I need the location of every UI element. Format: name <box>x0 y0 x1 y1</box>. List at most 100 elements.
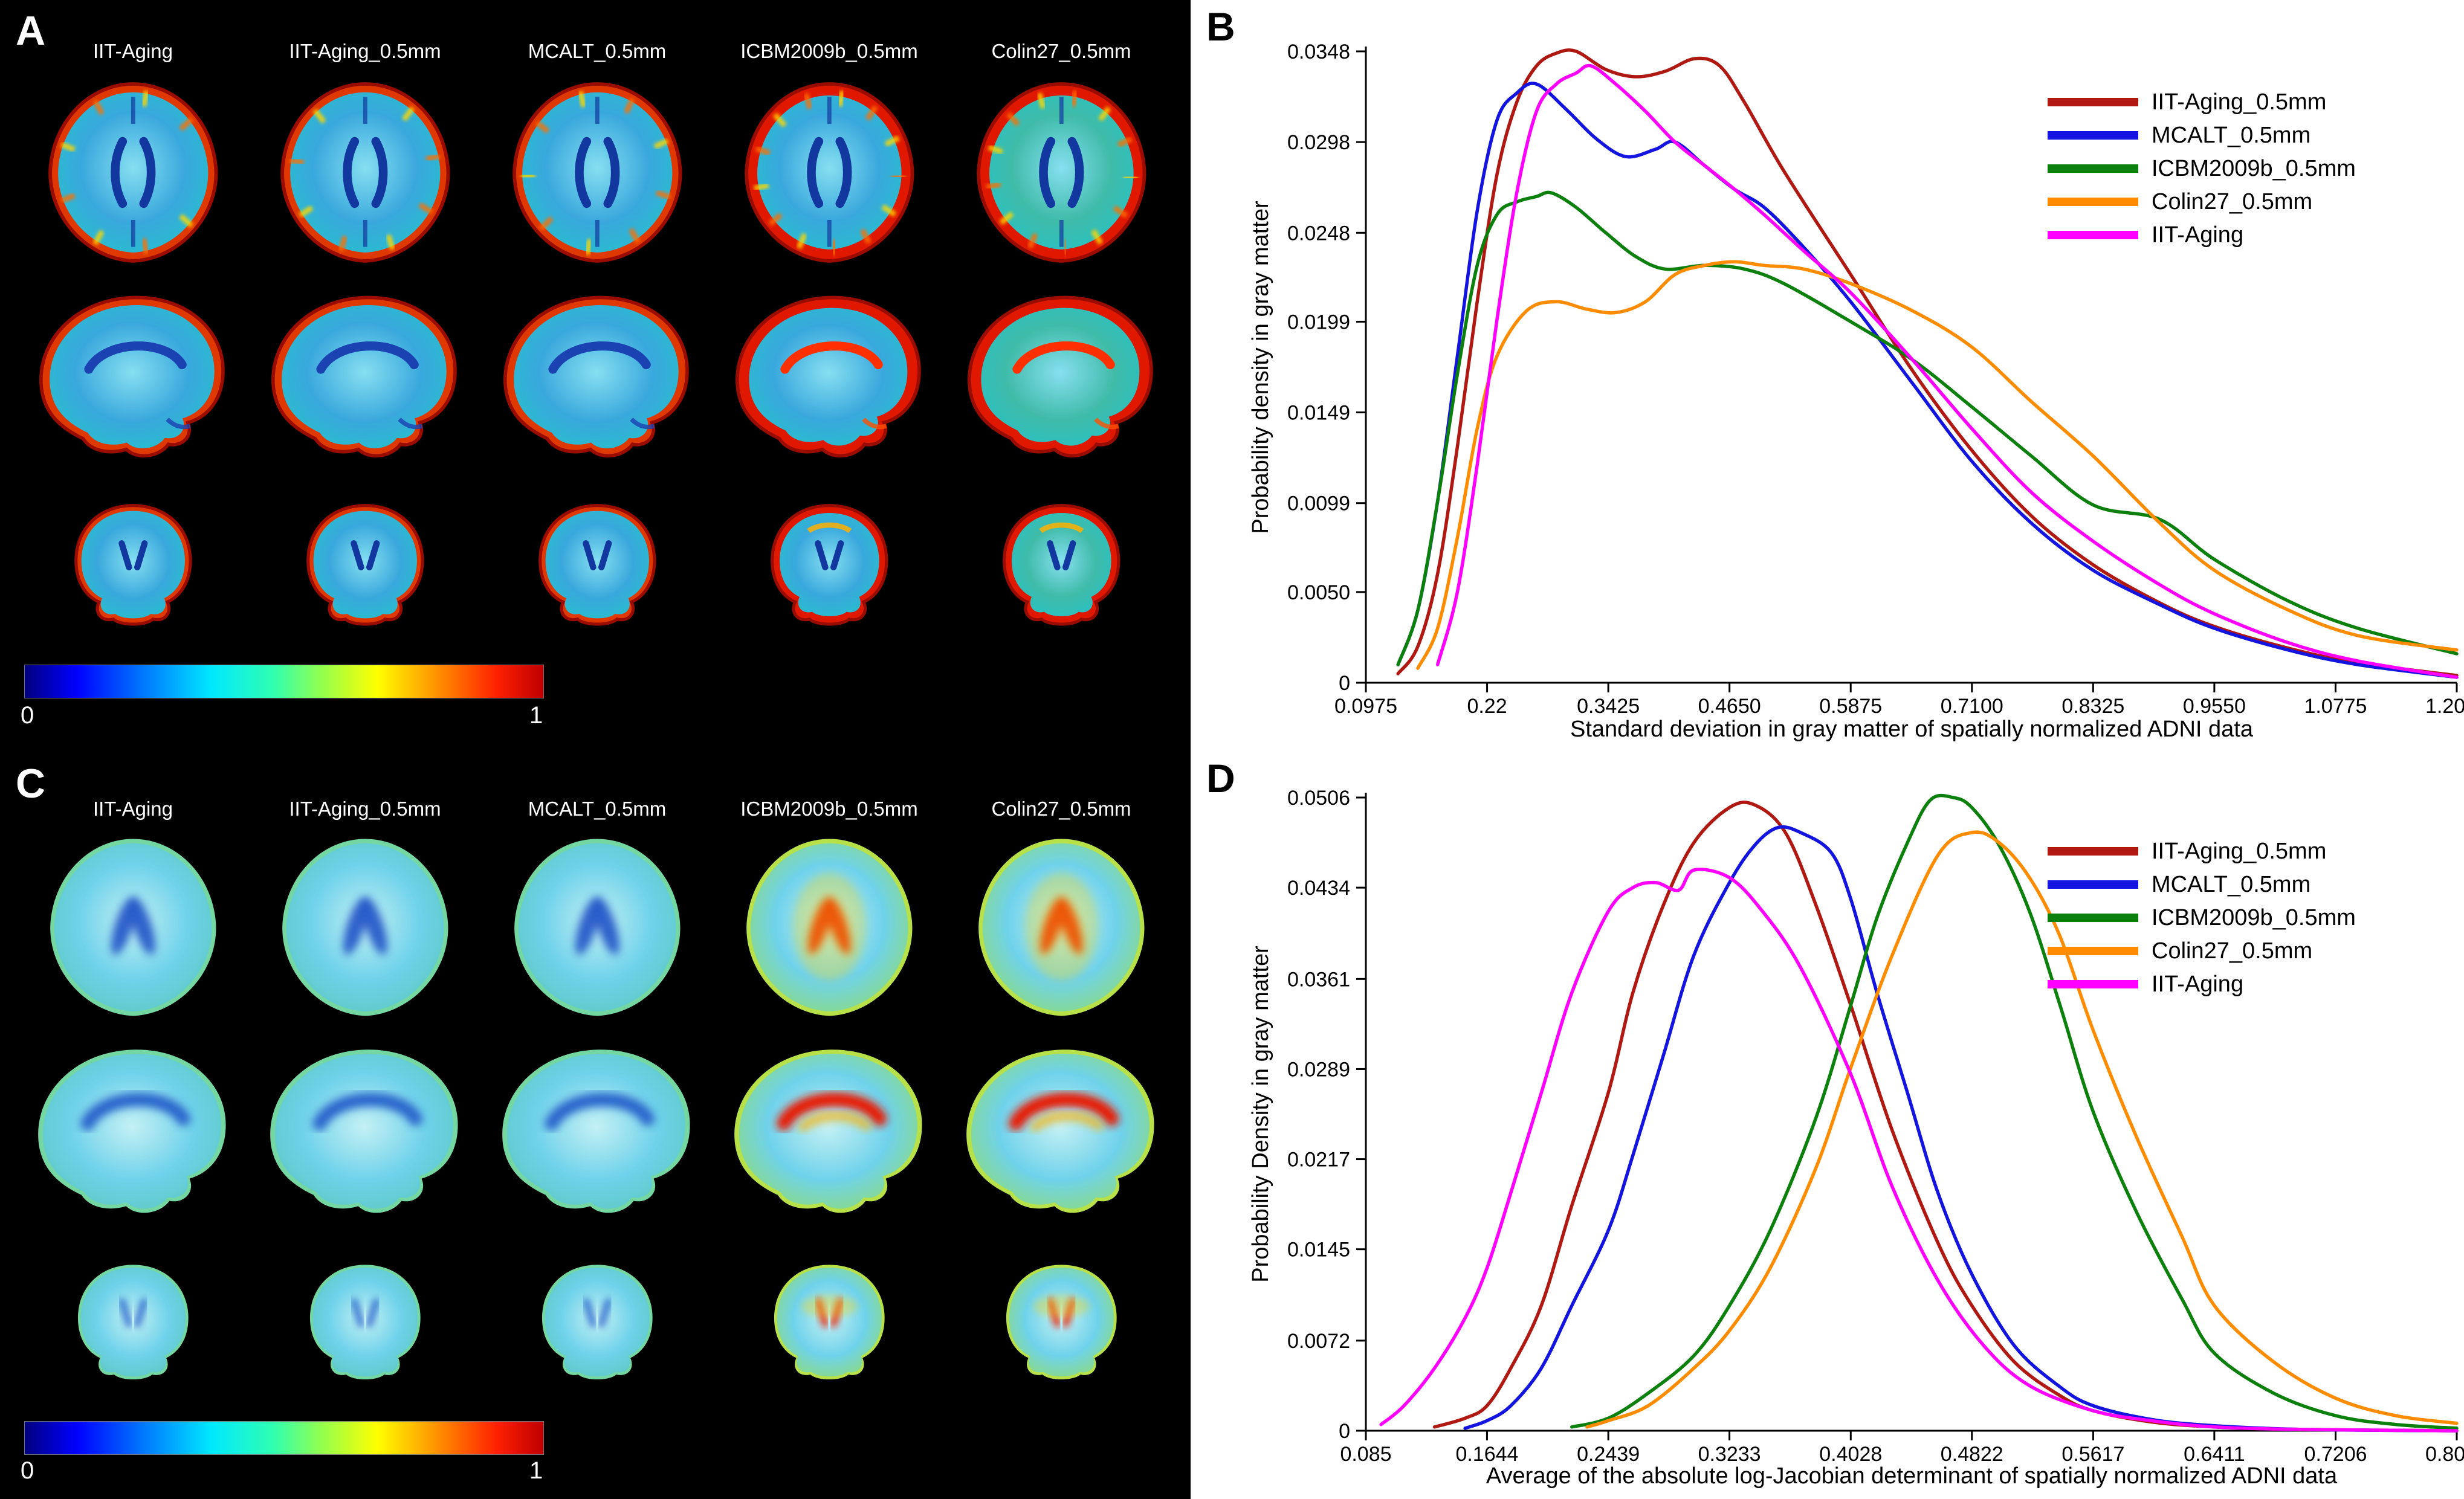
legend-swatch <box>2048 980 2138 988</box>
brain-cell <box>481 1242 713 1413</box>
brain-slice-sagittal <box>967 295 1153 458</box>
legend-item: ICBM2009b_0.5mm <box>2048 157 2356 180</box>
series-line-ICBM2009b_0.5mm <box>1570 793 2459 1430</box>
x-tick-label: 0.085 <box>1340 1443 1391 1466</box>
panel-c-coronal-row <box>17 1242 1177 1413</box>
x-tick-label: 0.0975 <box>1334 695 1397 718</box>
legend-item: ICBM2009b_0.5mm <box>2048 906 2356 929</box>
y-tick-label: 0.0072 <box>1287 1330 1350 1353</box>
legend-label: IIT-Aging <box>2152 222 2244 248</box>
panel-c-colorbar-max: 1 <box>529 1457 543 1484</box>
legend-swatch <box>2048 947 2138 955</box>
legend-swatch <box>2048 231 2138 239</box>
x-tick-label: 0.6411 <box>2184 1443 2245 1466</box>
brain-slice-coronal <box>74 504 192 626</box>
legend-item: Colin27_0.5mm <box>2048 940 2356 962</box>
panel-a-colorbar <box>24 665 544 698</box>
brain-slice-sagittal <box>502 1049 690 1213</box>
legend-label: MCALT_0.5mm <box>2152 872 2311 897</box>
brain-cell <box>17 824 249 1030</box>
column-label: MCALT_0.5mm <box>528 40 667 62</box>
brain-slice-sagittal <box>734 1049 922 1213</box>
brain-cell <box>945 1034 1177 1234</box>
brain-slice-axial <box>282 839 448 1016</box>
brain-slice-axial <box>513 82 682 263</box>
panel-a-column-labels: IIT-Aging IIT-Aging_0.5mm MCALT_0.5mm IC… <box>17 40 1177 63</box>
chart-b-canvas: 0.0975 0.22 0.3425 0.4650 0.5875 0.7100 0.8325… <box>1287 40 2464 718</box>
brain-slice-axial <box>48 82 218 263</box>
brain-cell <box>945 1242 1177 1413</box>
panel-c-colorbar-min: 0 <box>21 1457 34 1484</box>
legend-label: Colin27_0.5mm <box>2152 189 2313 214</box>
brain-cell <box>249 1034 481 1234</box>
panel-a-coronal-row <box>17 482 1177 659</box>
x-tick-label: 0.7206 <box>2304 1443 2367 1466</box>
panel-b: B 0.0975 0.22 0.3425 0.4650 0.5875 0.7100 0.83… <box>1191 0 2464 749</box>
brain-slice-axial <box>745 82 914 263</box>
brain-cell <box>249 1242 481 1413</box>
y-tick-label: 0.0248 <box>1287 222 1350 245</box>
series-line-ICBM2009b_0.5mm <box>1396 190 2459 666</box>
legend-item: MCALT_0.5mm <box>2048 124 2356 147</box>
brain-cell <box>713 482 945 659</box>
column-label: Colin27_0.5mm <box>991 798 1131 820</box>
brain-cell <box>481 68 713 276</box>
chart-d-legend: IIT-Aging_0.5mm MCALT_0.5mm ICBM2009b_0.5m… <box>2048 840 2356 1006</box>
legend-swatch <box>2048 98 2138 106</box>
chart-d-canvas: 0.085 0.1644 0.2439 0.3233 0.4028 0.4822 0.561… <box>1287 787 2464 1466</box>
brain-slice-coronal <box>1006 1265 1117 1380</box>
brain-slice-coronal <box>1002 504 1120 626</box>
series-line-Colin27_0.5mm <box>1585 830 2459 1429</box>
y-tick-label: 0.0149 <box>1287 402 1350 425</box>
x-tick-label: 0.9550 <box>2183 695 2246 718</box>
brain-slice-axial <box>977 82 1146 263</box>
legend-swatch <box>2048 164 2138 173</box>
chart-panels-background: B 0.0975 0.22 0.3425 0.4650 0.5875 0.7100 0.83… <box>1191 0 2464 1499</box>
legend-label: MCALT_0.5mm <box>2152 123 2311 148</box>
brain-slice-axial <box>514 839 681 1016</box>
brain-cell <box>945 283 1177 476</box>
legend-item: IIT-Aging <box>2048 224 2356 247</box>
y-tick-label: 0.0361 <box>1287 968 1350 991</box>
legend-swatch <box>2048 880 2138 889</box>
chart-b-x-axis-title: Standard deviation in gray matter of spa… <box>1570 717 2254 742</box>
panel-a-sagittal-row <box>17 283 1177 476</box>
panel-c-column-labels: IIT-Aging IIT-Aging_0.5mm MCALT_0.5mm IC… <box>17 798 1177 820</box>
brain-slice-sagittal <box>39 295 225 458</box>
y-tick-label: 0.0145 <box>1287 1239 1350 1262</box>
brain-cell <box>713 68 945 276</box>
x-tick-label: 0.1644 <box>1455 1443 1518 1466</box>
column-label: MCALT_0.5mm <box>528 798 667 820</box>
series-line-MCALT_0.5mm <box>1463 825 2459 1433</box>
column-label: ICBM2009b_0.5mm <box>740 40 918 62</box>
x-tick-label: 0.3425 <box>1577 695 1640 718</box>
brain-cell <box>481 482 713 659</box>
legend-label: ICBM2009b_0.5mm <box>2152 905 2356 930</box>
x-tick-label: 0.3233 <box>1698 1443 1761 1466</box>
panel-c-axial-row <box>17 824 1177 1030</box>
x-tick-label: 0.2439 <box>1577 1443 1640 1466</box>
series-line-IIT-Aging_0.5mm <box>1396 48 2459 677</box>
legend-item: IIT-Aging_0.5mm <box>2048 840 2356 863</box>
y-tick-label: 0.0217 <box>1287 1149 1350 1172</box>
brain-cell <box>481 283 713 476</box>
brain-slice-coronal <box>542 1265 653 1380</box>
brain-cell <box>945 824 1177 1030</box>
brain-cell <box>481 824 713 1030</box>
brain-cell <box>17 1242 249 1413</box>
brain-cell <box>713 1242 945 1413</box>
column-label: IIT-Aging_0.5mm <box>289 798 441 820</box>
panel-c-sagittal-row <box>17 1034 1177 1234</box>
y-tick-label: 0.0434 <box>1287 877 1350 900</box>
panel-a-colorbar-min: 0 <box>21 702 34 729</box>
chart-b-y-axis-title: Probability density in gray matter <box>1248 201 1273 534</box>
brain-slice-sagittal <box>270 1049 458 1213</box>
y-tick-label: 0.0506 <box>1287 787 1350 810</box>
panel-d-label: D <box>1206 756 1235 801</box>
y-tick-label: 0.0289 <box>1287 1058 1350 1081</box>
legend-label: IIT-Aging_0.5mm <box>2152 89 2327 115</box>
brain-slice-sagittal <box>503 295 689 458</box>
panel-a-axial-row <box>17 68 1177 276</box>
